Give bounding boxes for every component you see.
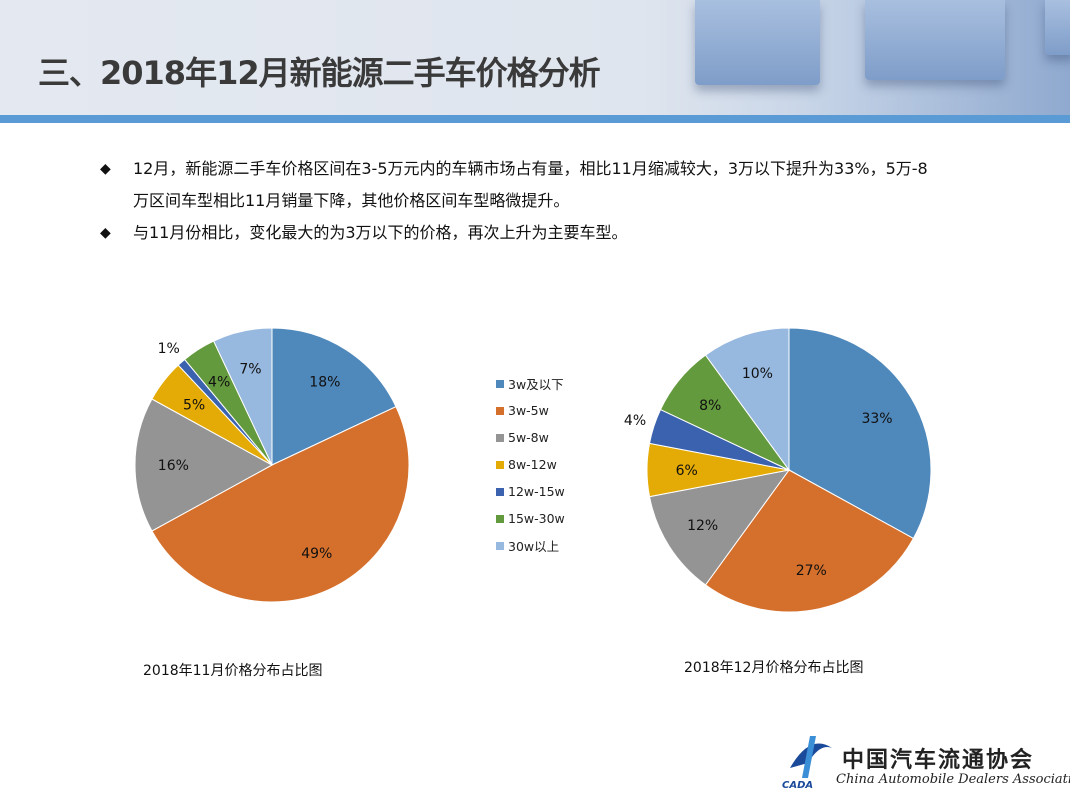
pie-slice-30w以上 xyxy=(213,327,273,466)
legend-swatch xyxy=(496,406,504,415)
chart-legend: 3w及以下 3w-5w 5w-8w 8w-12w 12w-15w 15w-30w 30w以上 xyxy=(496,370,565,559)
legend-swatch xyxy=(496,487,504,496)
legend-label: 30w以上 xyxy=(508,539,560,554)
pie-data-label: 33% xyxy=(861,411,892,427)
pie-data-label: 6% xyxy=(676,463,698,479)
diamond-bullet-icon: ◆ xyxy=(100,225,111,241)
cada-emblem-icon xyxy=(790,736,832,778)
legend-label: 8w-12w xyxy=(508,457,557,472)
bullet-text: 与11月份相比，变化最大的为3万以下的价格，再次上升为主要车型。 xyxy=(133,223,628,242)
pie-slice-8w-12w xyxy=(646,442,790,498)
pie-slice-8w-12w xyxy=(151,364,273,466)
decorative-cube xyxy=(695,0,820,85)
legend-label: 12w-15w xyxy=(508,484,565,499)
legend-label: 3w-5w xyxy=(508,403,549,418)
pie-data-label: 8% xyxy=(699,398,721,414)
legend-item: 3w-5w xyxy=(496,397,565,424)
bullet-item: ◆ 与11月份相比，变化最大的为3万以下的价格，再次上升为主要车型。 xyxy=(100,217,940,249)
legend-item: 30w以上 xyxy=(496,532,565,559)
legend-item: 15w-30w xyxy=(496,505,565,532)
pie-slice-30w以上 xyxy=(704,327,790,472)
pie-data-label: 4% xyxy=(624,413,646,429)
header-divider xyxy=(0,115,1070,123)
legend-swatch xyxy=(496,433,504,442)
bullet-item: ◆ 12月，新能源二手车价格区间在3-5万元内的车辆市场占有量，相比11月缩减较… xyxy=(100,153,940,217)
legend-item: 3w及以下 xyxy=(496,370,565,397)
legend-label: 3w及以下 xyxy=(508,377,564,392)
pie-data-label: 27% xyxy=(796,563,827,579)
logo-chinese-name: 中国汽车流通协会 xyxy=(842,747,1035,773)
legend-swatch xyxy=(496,514,504,523)
chart-caption-dec: 2018年12月价格分布占比图 xyxy=(684,660,864,676)
pie-slice-12w-15w xyxy=(648,408,790,471)
legend-swatch xyxy=(496,460,504,469)
logo-english-name: China Automobile Dealers Association xyxy=(836,772,1070,787)
pie-slice-3w-5w xyxy=(704,469,915,613)
pie-data-label: 49% xyxy=(301,546,332,562)
pie-slice-3w及以下 xyxy=(788,327,932,540)
diamond-bullet-icon: ◆ xyxy=(100,161,111,177)
pie-data-label: 10% xyxy=(742,366,773,382)
decorative-cube xyxy=(865,0,1005,80)
page-title: 三、2018年12月新能源二手车价格分析 xyxy=(38,54,601,92)
bullet-text: 12月，新能源二手车价格区间在3-5万元内的车辆市场占有量，相比11月缩减较大，… xyxy=(133,159,928,210)
logo-abbr: CADA xyxy=(782,780,814,791)
decorative-cube xyxy=(1045,0,1070,55)
pie-slice-5w-8w xyxy=(648,469,791,586)
pie-slice-15w-30w xyxy=(659,354,790,471)
legend-item: 5w-8w xyxy=(496,424,565,451)
header-banner: 三、2018年12月新能源二手车价格分析 xyxy=(0,0,1070,115)
bullet-list: ◆ 12月，新能源二手车价格区间在3-5万元内的车辆市场占有量，相比11月缩减较… xyxy=(100,153,940,249)
cada-logo: CADA 中国汽车流通协会 China Automobile Dealers A… xyxy=(778,728,1070,798)
pie-slice-12w-15w xyxy=(177,358,273,466)
pie-slice-15w-30w xyxy=(183,340,273,466)
legend-label: 5w-8w xyxy=(508,430,549,445)
pie-data-label: 4% xyxy=(208,375,230,391)
pie-data-label: 18% xyxy=(309,375,340,391)
pie-data-label: 16% xyxy=(158,458,189,474)
pie-data-label: 1% xyxy=(158,341,180,357)
pie-data-label: 12% xyxy=(687,518,718,534)
pie-slice-3w-5w xyxy=(151,406,410,603)
legend-item: 12w-15w xyxy=(496,478,565,505)
legend-swatch xyxy=(496,379,504,388)
pie-slice-5w-8w xyxy=(134,398,274,532)
pie-data-label: 5% xyxy=(183,398,205,414)
pie-slice-3w及以下 xyxy=(271,327,397,466)
pie-data-label: 7% xyxy=(239,362,261,378)
legend-item: 8w-12w xyxy=(496,451,565,478)
legend-label: 15w-30w xyxy=(508,511,565,526)
chart-caption-nov: 2018年11月价格分布占比图 xyxy=(143,663,323,679)
legend-swatch xyxy=(496,541,504,550)
